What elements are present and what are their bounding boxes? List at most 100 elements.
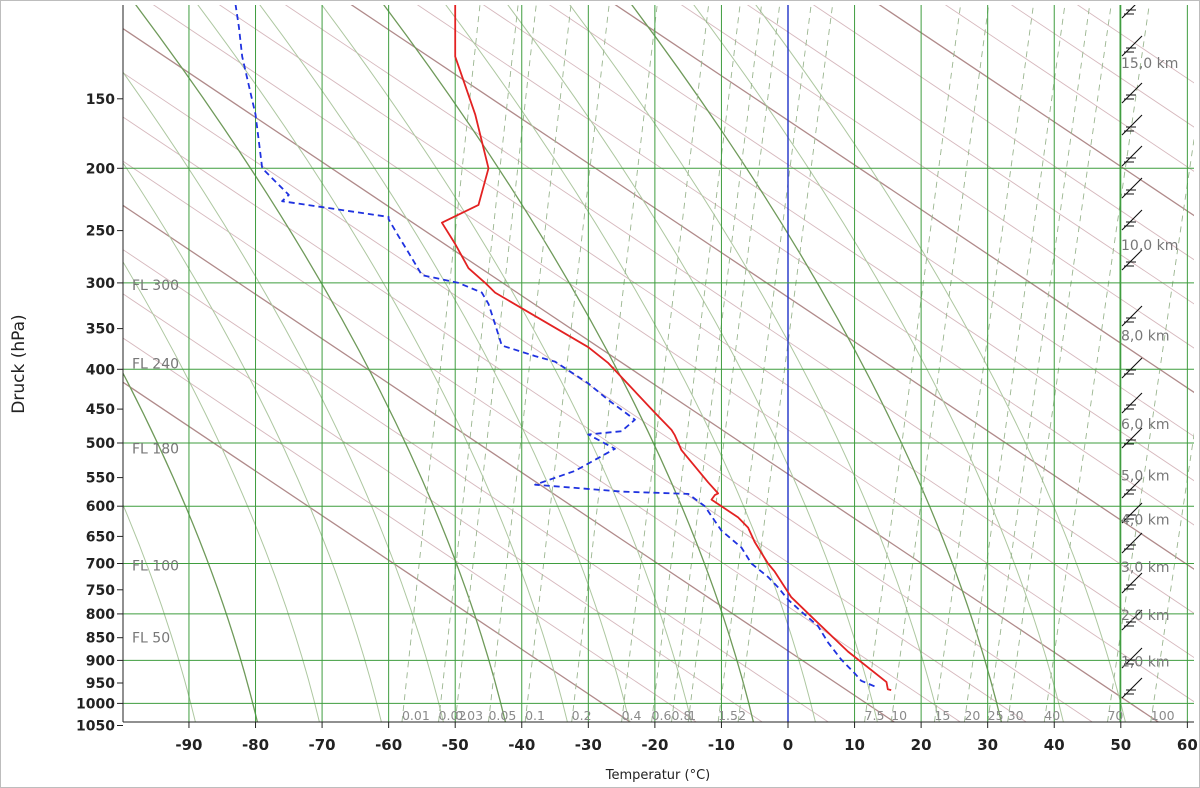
wind-barb: [1121, 677, 1143, 699]
wind-barb: [1121, 145, 1143, 167]
mixing-ratio-label: 15: [934, 708, 950, 723]
wind-barb: [1121, 305, 1143, 327]
y-tick-label: 700: [86, 557, 115, 573]
y-tick-label: 250: [86, 224, 115, 240]
x-tick-label: 40: [1044, 736, 1065, 754]
flight-level-label: FL 50: [132, 630, 170, 646]
x-tick-label: 0: [783, 736, 793, 754]
wind-barb: [1121, 357, 1143, 379]
mixing-ratio-label: 100: [1151, 708, 1175, 723]
mixing-ratio-label: 0.01: [402, 708, 430, 723]
moist-adiabat: [445, 5, 816, 722]
x-tick-label: 10: [844, 736, 865, 754]
moist-adiabat: [755, 5, 1126, 722]
dry-adiabat: [350, 5, 1194, 570]
dry-adiabat: [123, 337, 698, 722]
y-tick-label: 1050: [76, 719, 115, 735]
mixing-ratio-label: 0.1: [525, 708, 545, 723]
dry-adiabat: [812, 5, 1194, 261]
wind-barb: [1121, 392, 1143, 414]
wind-barb: [1121, 209, 1143, 231]
x-tick-label: -20: [641, 736, 668, 754]
mixing-ratio-label: 0.6: [652, 708, 672, 723]
mixing-ratio-label: 0.05: [488, 708, 516, 723]
dry-adiabat: [746, 5, 1194, 305]
moist-adiabat: [135, 5, 507, 722]
wind-barb: [1121, 114, 1143, 136]
moist-adiabat: [383, 5, 755, 722]
moist-adiabat: [321, 5, 692, 722]
y-tick-label: 800: [86, 607, 115, 623]
dry-adiabat: [614, 5, 1194, 394]
dry-adiabat: [123, 249, 830, 722]
x-tick-label: 50: [1110, 736, 1131, 754]
height-km-label: 2,0 km: [1121, 608, 1169, 624]
flight-level-label: FL 100: [132, 559, 179, 575]
y-tick-label: 400: [86, 362, 115, 378]
x-tick-label: -50: [442, 736, 469, 754]
height-km-label: 8,0 km: [1121, 329, 1169, 345]
y-tick-label: 150: [86, 92, 115, 108]
y-tick-label: 200: [86, 161, 115, 177]
y-tick-label: 450: [86, 402, 115, 418]
moist-adiabat: [259, 5, 630, 722]
mixing-ratio-label: 30: [1008, 708, 1024, 723]
x-tick-label: -80: [242, 736, 269, 754]
flight-level-label: FL 180: [132, 442, 179, 458]
dry-adiabat: [123, 27, 1160, 722]
moist-adiabat: [631, 5, 1003, 722]
moist-adiabat: [123, 261, 320, 722]
y-tick-label: 350: [86, 322, 115, 338]
x-axis-label: Temperatur (°C): [605, 768, 711, 783]
dry-adiabat: [123, 204, 896, 722]
y-tick-label: 600: [86, 499, 115, 515]
moist-adiabat: [197, 5, 568, 722]
dry-adiabat: [548, 5, 1194, 438]
x-tick-label: 60: [1177, 736, 1198, 754]
height-km-label: 10,0 km: [1121, 238, 1178, 254]
dry-adiabat: [123, 293, 764, 722]
y-tick-label: 900: [86, 653, 115, 669]
height-km-label: 4,0 km: [1121, 513, 1169, 529]
wind-barb: [1121, 609, 1143, 631]
mixing-ratio-label: 25: [988, 708, 1004, 723]
y-tick-label: 950: [86, 676, 115, 692]
mixing-ratio-label: 20: [964, 708, 980, 723]
moist-adiabat: [507, 5, 878, 722]
dry-adiabat: [878, 5, 1194, 217]
mixing-ratio-label: 1.5: [718, 708, 738, 723]
dry-adiabat: [123, 72, 1094, 722]
moist-adiabat: [123, 371, 259, 722]
mixing-ratio-label: 2: [738, 708, 746, 723]
moist-adiabat: [693, 5, 1064, 722]
wind-barb: [1121, 5, 1136, 19]
y-tick-label: 550: [86, 471, 115, 487]
y-tick-label: 650: [86, 529, 115, 545]
x-tick-label: -60: [375, 736, 402, 754]
x-tick-label: -90: [175, 736, 202, 754]
moist-adiabat: [123, 503, 196, 722]
y-tick-label: 750: [86, 583, 115, 599]
height-km-label: 3,0 km: [1121, 560, 1169, 576]
mixing-ratio-label: 40: [1044, 708, 1060, 723]
wind-barb: [1121, 502, 1143, 524]
dry-adiabat: [1010, 5, 1194, 128]
height-km-label: 5,0 km: [1121, 468, 1169, 484]
mixing-ratio-label: 0.4: [622, 708, 642, 723]
height-km-label: 15,0 km: [1121, 56, 1178, 72]
x-tick-label: 30: [977, 736, 998, 754]
moist-adiabat: [123, 161, 382, 722]
flight-level-label: FL 300: [132, 278, 179, 294]
wind-barb: [1121, 477, 1143, 499]
height-km-label: 6,0 km: [1121, 417, 1169, 433]
dry-adiabat: [944, 5, 1194, 172]
wind-barb: [1121, 647, 1143, 669]
x-tick-label: -10: [708, 736, 735, 754]
y-tick-label: 500: [86, 436, 115, 452]
mixing-ratio-label: 0.02: [439, 708, 467, 723]
dry-adiabat: [218, 5, 1194, 659]
mixing-ratio-label: 0.8: [672, 708, 692, 723]
wind-barb: [1121, 35, 1143, 57]
dry-adiabat: [123, 160, 962, 722]
